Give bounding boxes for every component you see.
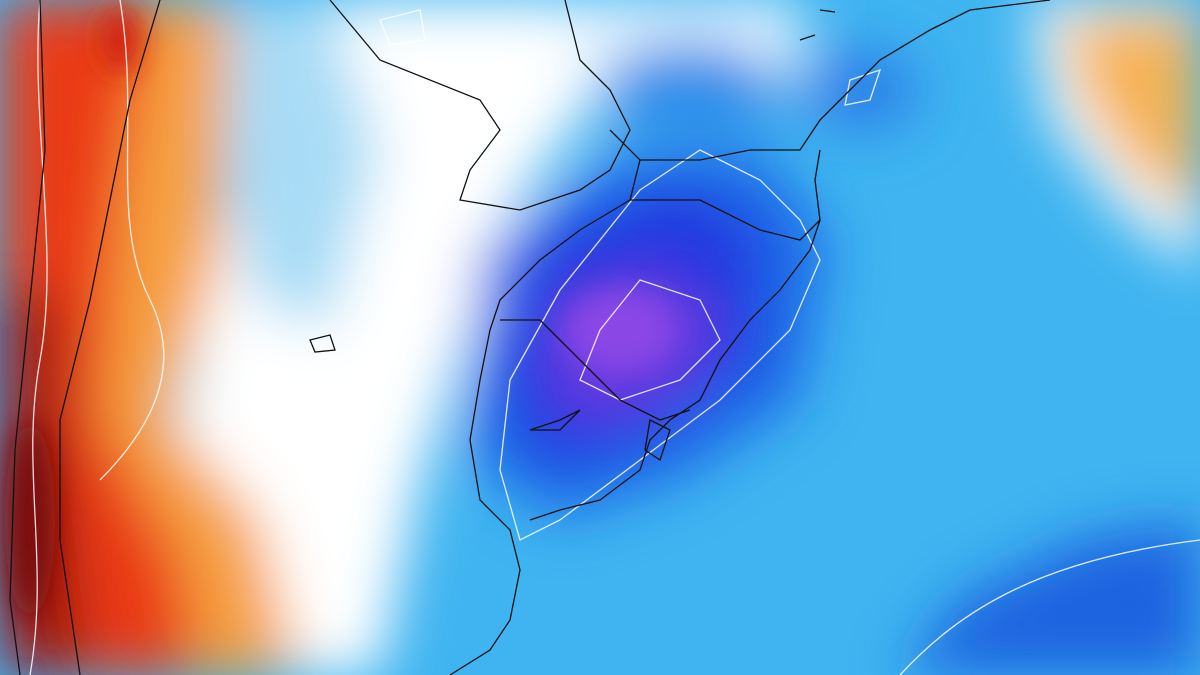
borders xyxy=(9,0,1051,675)
contour-lines xyxy=(29,0,1200,675)
